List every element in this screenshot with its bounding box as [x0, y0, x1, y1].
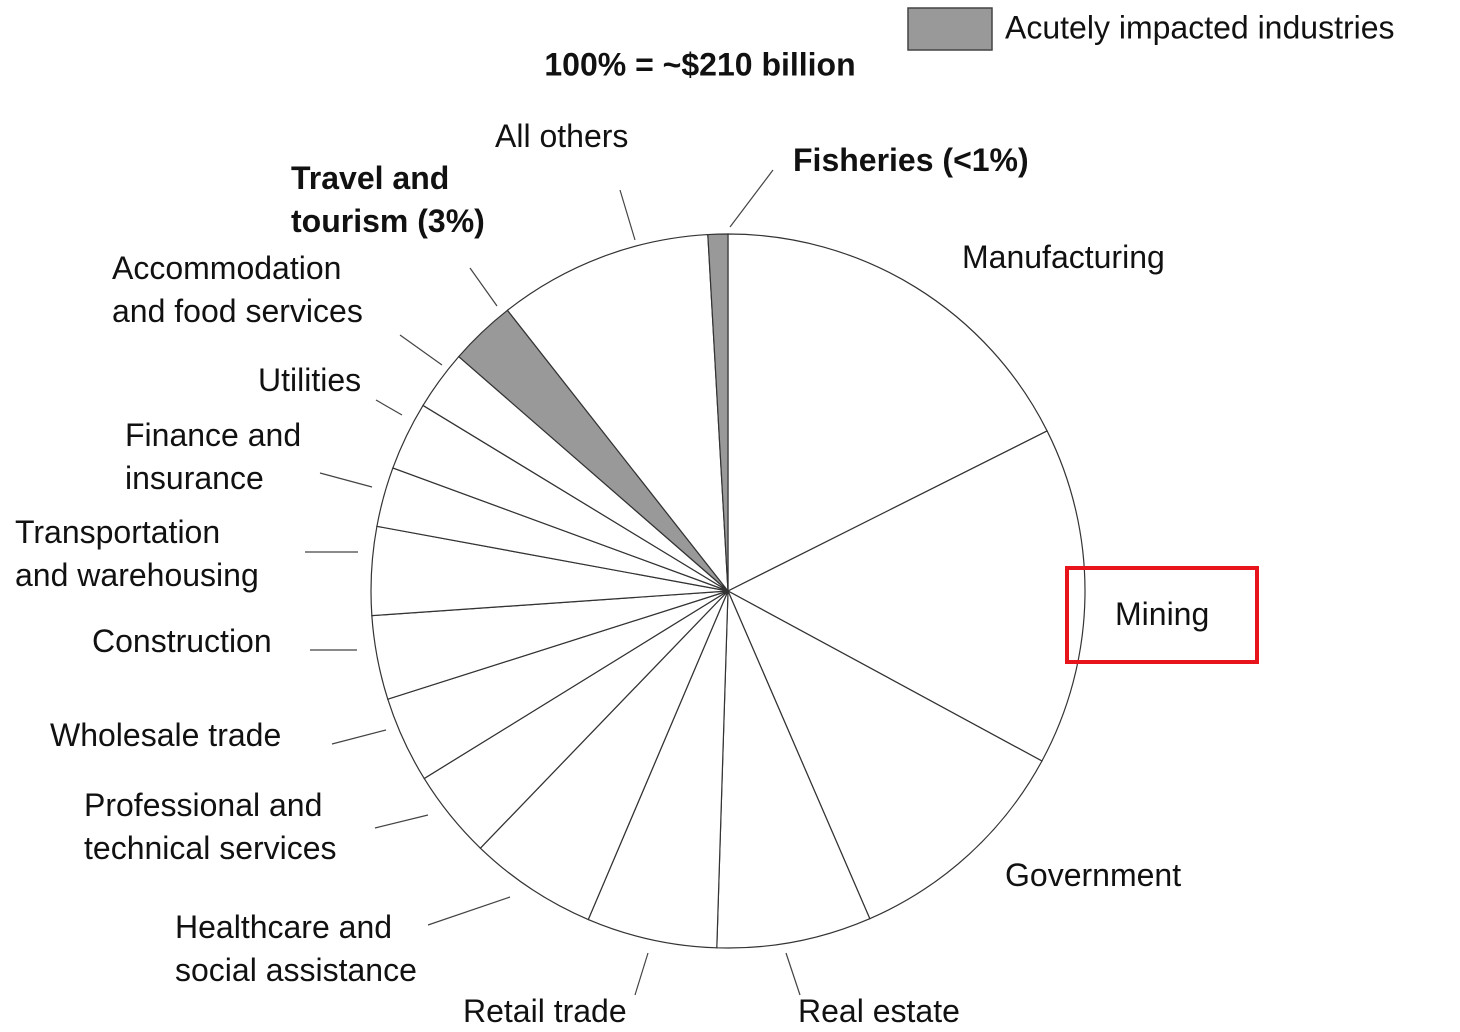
legend-label: Acutely impacted industries — [1005, 9, 1395, 45]
leader-line — [619, 189, 636, 241]
leader-line — [469, 267, 498, 307]
slice-label: Utilities — [258, 362, 361, 398]
pie-slice — [716, 590, 871, 949]
leader-line — [319, 472, 373, 488]
slice-label: Travel and tourism (3%) — [291, 160, 485, 239]
slice-label: Finance and insurance — [125, 417, 301, 496]
leader-line — [399, 334, 443, 366]
leader-line — [374, 814, 429, 829]
slice-label: Healthcare and social assistance — [175, 909, 417, 988]
leader-line — [427, 896, 511, 926]
pie-slice — [726, 589, 1043, 920]
slice-label: Government — [1005, 857, 1181, 893]
slice-label: Wholesale trade — [50, 717, 281, 753]
leader-line — [634, 952, 649, 996]
slice-label: Retail trade — [463, 993, 627, 1029]
slice-label: Real estate — [798, 993, 960, 1029]
pie-slice — [506, 233, 729, 593]
leader-line — [331, 729, 387, 745]
slice-label: All others — [495, 118, 628, 154]
slice-label: Construction — [92, 623, 272, 659]
pie-slice — [727, 233, 1048, 592]
slice-label: Fisheries (<1%) — [793, 142, 1029, 178]
pie-slice — [726, 430, 1086, 762]
slice-label: Manufacturing — [962, 239, 1165, 275]
slice-label: Accommodation and food services — [112, 250, 363, 329]
pie — [370, 233, 1086, 949]
pie-slice — [587, 590, 729, 949]
slice-label: Professional and technical services — [84, 787, 337, 866]
highlight-box — [1065, 566, 1259, 664]
pie-slice — [479, 590, 729, 921]
leader-line — [375, 399, 403, 416]
slice-label: Transportation and warehousing — [15, 514, 259, 593]
slice-label: Mining — [1115, 596, 1209, 632]
pie-slice — [707, 233, 729, 592]
leader-line — [729, 169, 774, 228]
legend-swatch — [907, 7, 993, 51]
subtitle: 100% = ~$210 billion — [544, 46, 855, 82]
leader-line — [785, 952, 801, 996]
